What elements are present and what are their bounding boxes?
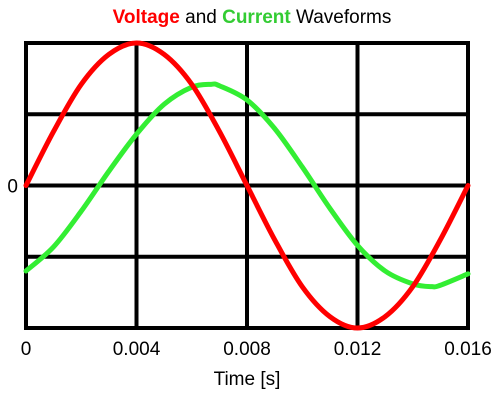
x-tick-label-4: 0.016: [444, 339, 492, 360]
title-part-2: Current: [222, 7, 291, 28]
title-part-3: Waveforms: [291, 7, 392, 28]
x-tick-label-1: 0.004: [113, 339, 161, 360]
x-axis-label: Time [s]: [214, 369, 281, 390]
x-tick-label-3: 0.012: [334, 339, 382, 360]
chart-title: Voltage and Current Waveforms: [113, 7, 392, 28]
series-line-voltage: [23, 40, 471, 331]
tick-labels: 0 0.004 0.008 0.012 0.016 0: [7, 177, 491, 361]
x-tick-label-0: 0: [21, 339, 32, 360]
title-part-0: Voltage: [113, 7, 180, 28]
y-tick-label-0: 0: [7, 177, 18, 198]
series-layer: [23, 40, 471, 331]
title-part-1: and: [180, 7, 222, 28]
x-tick-label-2: 0.008: [223, 339, 271, 360]
